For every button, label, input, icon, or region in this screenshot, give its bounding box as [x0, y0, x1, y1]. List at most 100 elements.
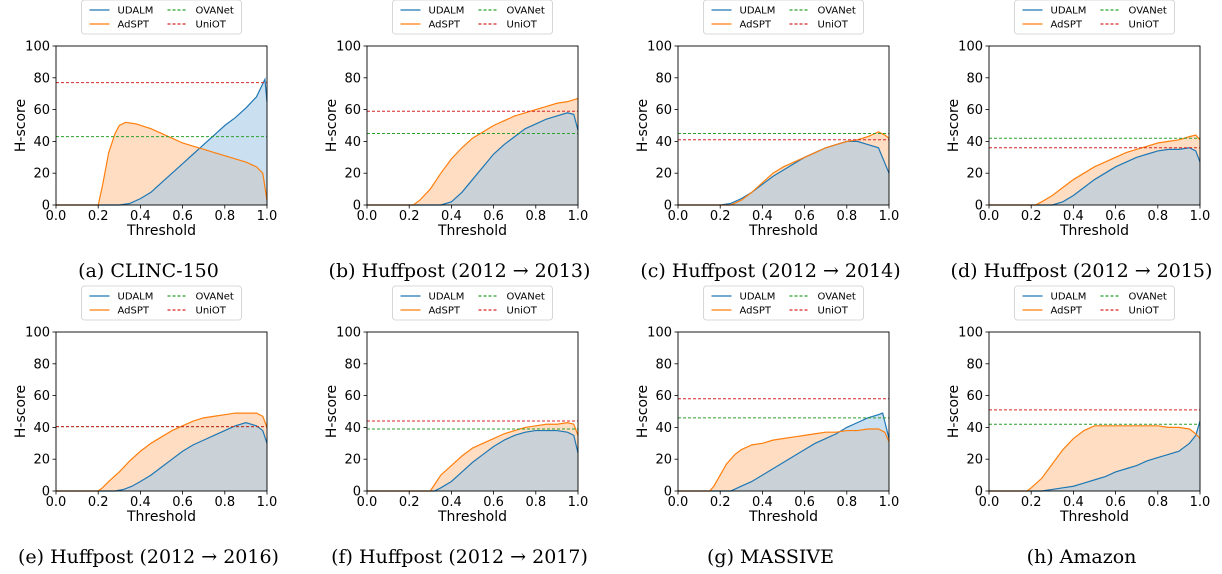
y-tick-label: 80 [344, 357, 361, 372]
x-tick-label: 0.2 [88, 495, 109, 510]
axes-frame [988, 331, 1201, 492]
legend-box [1014, 285, 1175, 321]
y-tick-label: 0 [353, 199, 361, 214]
legend-label-adspt: AdSPT [118, 20, 150, 31]
x-tick-label: 1.0 [257, 209, 278, 224]
x-tick-label: 0.0 [668, 209, 689, 224]
x-tick-label: 0.4 [1063, 495, 1084, 510]
legend-label-udalm: UDALM [118, 6, 154, 17]
legend-label-udalm: UDALM [1051, 292, 1087, 303]
y-tick-label: 100 [647, 40, 672, 55]
chart-panel-b: 0.0 0.2 0.4 0.6 0.8 1.0 0 20 40 60 80 100 Threshold H… [324, 0, 590, 282]
y-tick-label: 80 [33, 357, 50, 372]
x-axis-label: Threshold [126, 223, 196, 239]
udalm-line [367, 112, 579, 206]
x-tick-label: 0.0 [979, 495, 1000, 510]
chart-panel-h: 0.0 0.2 0.4 0.6 0.8 1.0 0 20 40 60 80 100 Threshold H… [946, 285, 1210, 568]
axes-frame [55, 45, 268, 206]
chart-panel-c: 0.0 0.2 0.4 0.6 0.8 1.0 0 20 40 60 80 100 Threshold H… [635, 0, 901, 282]
panel-caption: (c) Huffpost (2012 → 2014) [640, 260, 900, 282]
udalm-area [367, 112, 578, 205]
legend: UDALM AdSPT OVANet UniOT [81, 0, 242, 35]
x-tick-label: 0.6 [483, 209, 504, 224]
udalm-line [678, 412, 890, 492]
y-tick-label: 60 [344, 389, 361, 404]
x-tick-label: 0.2 [710, 209, 731, 224]
x-tick-label: 0.8 [1147, 495, 1168, 510]
legend-label-adspt: AdSPT [740, 20, 772, 31]
legend: UDALM AdSPT OVANet UniOT [703, 0, 864, 35]
y-tick-label: 0 [664, 485, 672, 500]
x-tick-label: 0.6 [172, 495, 193, 510]
x-axis-label: Threshold [1059, 509, 1129, 525]
legend-box [392, 285, 553, 321]
x-tick-label: 0.6 [794, 209, 815, 224]
udalm-area [678, 141, 889, 205]
axes-frame [366, 45, 579, 206]
udalm-line [989, 420, 1201, 492]
y-tick-label: 40 [33, 135, 50, 150]
legend-label-uniot: UniOT [196, 306, 227, 317]
panel-caption: (b) Huffpost (2012 → 2013) [329, 260, 591, 282]
legend-label-ovanet: OVANet [1129, 292, 1167, 303]
udalm-area [989, 421, 1200, 491]
adspt-line [56, 121, 268, 206]
legend: UDALM AdSPT OVANet UniOT [1014, 0, 1175, 35]
udalm-line [678, 140, 890, 206]
x-axis-label: Threshold [748, 223, 818, 239]
panel-caption: (d) Huffpost (2012 → 2015) [951, 260, 1213, 282]
legend: UDALM AdSPT OVANet UniOT [703, 285, 864, 321]
x-tick-label: 0.4 [441, 209, 462, 224]
y-tick-label: 0 [975, 199, 983, 214]
y-axis-label: H-score [324, 99, 340, 152]
x-axis-label: Threshold [748, 509, 818, 525]
x-tick-label: 0.8 [525, 495, 546, 510]
x-tick-label: 0.8 [836, 209, 857, 224]
panel-caption: (e) Huffpost (2012 → 2016) [18, 546, 279, 568]
y-tick-label: 100 [958, 40, 983, 55]
x-axis-label: Threshold [1059, 223, 1129, 239]
x-tick-label: 1.0 [879, 209, 900, 224]
panel-caption: (h) Amazon [1027, 546, 1137, 568]
legend-label-udalm: UDALM [740, 6, 776, 17]
y-tick-label: 20 [344, 167, 361, 182]
y-tick-label: 60 [33, 389, 50, 404]
axes-frame [988, 45, 1201, 206]
legend-label-ovanet: OVANet [818, 292, 856, 303]
udalm-area [989, 147, 1200, 205]
y-tick-label: 40 [966, 421, 983, 436]
adspt-line [678, 131, 890, 206]
legend-label-uniot: UniOT [1129, 306, 1160, 317]
y-tick-label: 100 [647, 326, 672, 341]
panel-caption: (g) MASSIVE [707, 546, 834, 568]
x-tick-label: 0.6 [1105, 209, 1126, 224]
legend-label-uniot: UniOT [818, 20, 849, 31]
legend-label-uniot: UniOT [196, 20, 227, 31]
legend-label-udalm: UDALM [429, 6, 465, 17]
legend-label-ovanet: OVANet [507, 6, 545, 17]
y-axis-label: H-score [635, 99, 651, 152]
udalm-line [56, 77, 268, 206]
x-tick-label: 0.4 [1063, 209, 1084, 224]
y-axis-label: H-score [13, 99, 29, 152]
x-tick-label: 0.4 [130, 209, 151, 224]
panel-caption: (a) CLINC-150 [78, 260, 219, 282]
y-tick-label: 60 [655, 103, 672, 118]
x-tick-label: 0.0 [979, 209, 1000, 224]
udalm-area [367, 430, 578, 491]
y-tick-label: 40 [966, 135, 983, 150]
y-tick-label: 100 [336, 326, 361, 341]
y-tick-label: 20 [33, 453, 50, 468]
y-tick-label: 0 [664, 199, 672, 214]
legend: UDALM AdSPT OVANet UniOT [392, 0, 553, 35]
legend-label-adspt: AdSPT [429, 306, 461, 317]
legend-label-uniot: UniOT [507, 306, 538, 317]
x-axis-label: Threshold [126, 509, 196, 525]
y-axis-label: H-score [13, 385, 29, 438]
legend-box [703, 0, 864, 35]
adspt-line [989, 134, 1201, 206]
x-tick-label: 0.8 [525, 209, 546, 224]
x-tick-label: 1.0 [257, 495, 278, 510]
x-tick-label: 0.0 [357, 209, 378, 224]
y-tick-label: 40 [33, 421, 50, 436]
